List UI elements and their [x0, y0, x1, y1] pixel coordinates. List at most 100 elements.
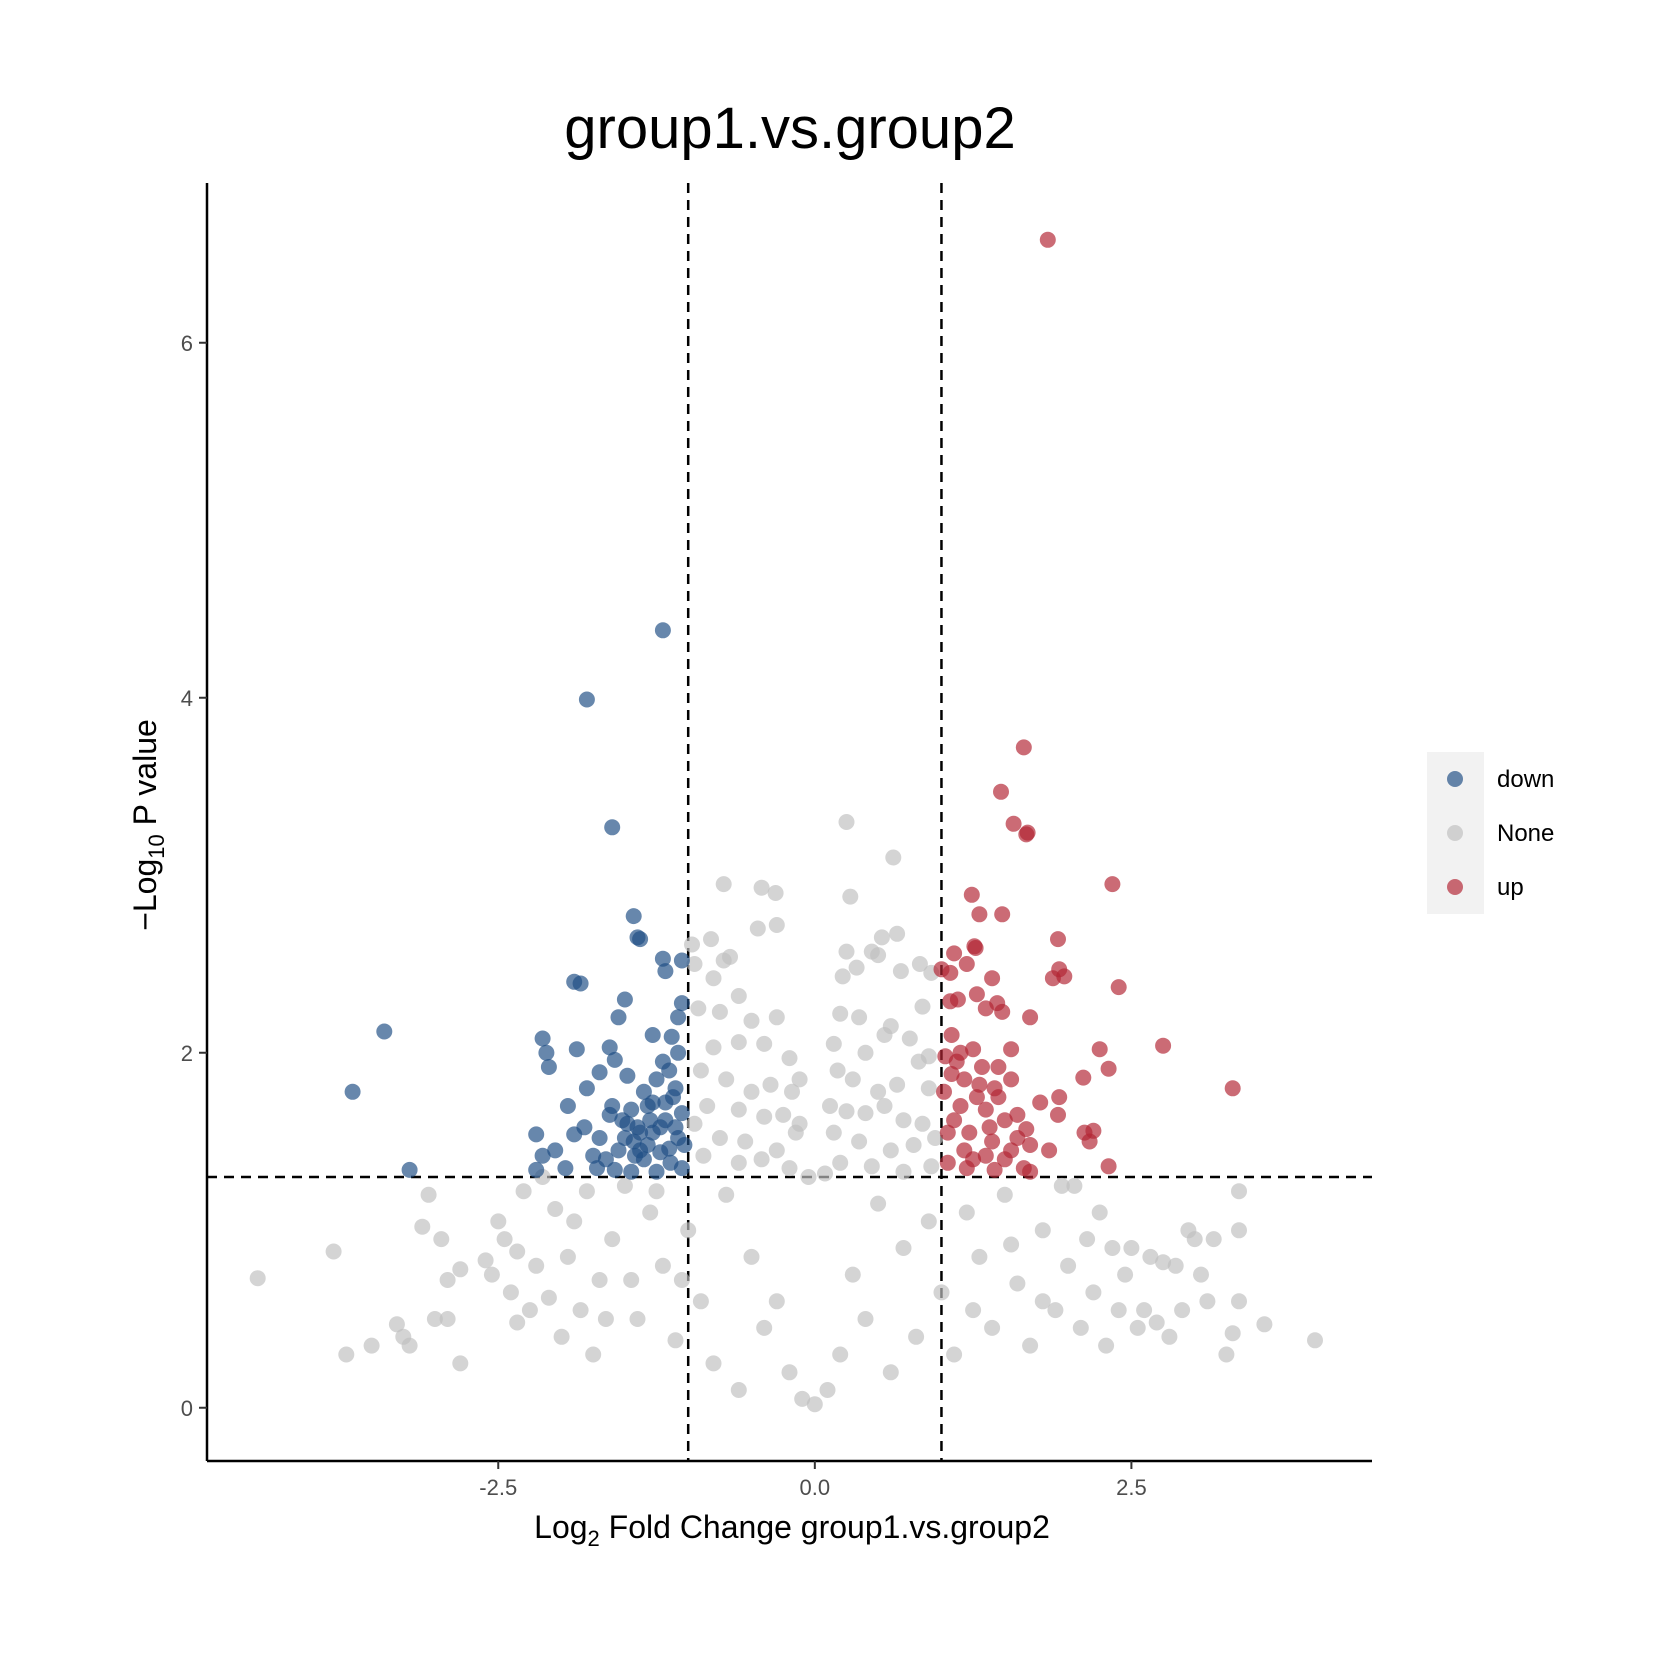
point-none	[905, 1137, 922, 1153]
point-down	[648, 1071, 665, 1088]
point-up	[977, 1000, 994, 1017]
point-none	[1034, 1293, 1051, 1310]
point-up	[994, 1003, 1011, 1020]
point-none	[1022, 1337, 1039, 1354]
point-none	[1180, 1222, 1197, 1239]
point-none	[509, 1314, 526, 1331]
point-none	[1161, 1328, 1178, 1345]
point-none	[768, 1293, 785, 1310]
point-up	[1100, 1060, 1117, 1077]
point-none	[1148, 1314, 1165, 1331]
legend-label-up: up	[1497, 874, 1524, 901]
point-none	[848, 959, 865, 976]
point-none	[680, 1222, 697, 1239]
point-none	[695, 1147, 712, 1164]
point-none	[686, 1115, 703, 1132]
point-down	[534, 1147, 551, 1164]
point-none	[578, 1183, 595, 1200]
point-none	[1142, 1248, 1159, 1265]
point-none	[901, 1030, 918, 1047]
point-none	[1174, 1302, 1191, 1319]
point-down	[591, 1064, 608, 1081]
point-down	[557, 1160, 574, 1177]
point-up	[1224, 1080, 1241, 1097]
point-none	[822, 1098, 838, 1114]
point-none	[825, 1035, 842, 1052]
point-none	[1123, 1240, 1140, 1256]
point-up	[1022, 1009, 1039, 1026]
point-none	[1060, 1257, 1077, 1274]
point-down	[673, 995, 690, 1012]
point-up	[1081, 1133, 1098, 1150]
legend-swatch-none	[1447, 825, 1463, 841]
point-none	[433, 1231, 450, 1248]
point-up	[1075, 1069, 1092, 1086]
point-none	[971, 1248, 988, 1265]
point-down	[376, 1023, 393, 1040]
point-none	[1072, 1319, 1089, 1336]
point-none	[965, 1302, 982, 1319]
point-up	[946, 945, 963, 962]
point-none	[715, 876, 732, 893]
point-up	[977, 1147, 994, 1164]
point-none	[585, 1346, 602, 1363]
point-none	[996, 1186, 1013, 1203]
point-none	[1231, 1222, 1247, 1239]
point-down	[670, 1009, 687, 1026]
point-up	[936, 1083, 952, 1100]
point-none	[870, 1083, 887, 1100]
y-tick-label: 6	[181, 331, 193, 356]
point-none	[477, 1252, 494, 1269]
point-none	[889, 925, 906, 942]
point-down	[534, 1030, 551, 1047]
point-up	[1003, 1041, 1020, 1058]
point-down	[654, 950, 671, 967]
point-none	[591, 1272, 608, 1288]
y-axis-label: −Log10 P value	[127, 719, 169, 931]
point-none	[452, 1261, 469, 1278]
point-up	[943, 1027, 960, 1043]
point-none	[737, 1133, 754, 1150]
point-down	[528, 1126, 545, 1143]
point-down	[591, 1130, 608, 1146]
point-none	[889, 1076, 906, 1093]
point-none	[515, 1183, 532, 1200]
point-up	[961, 1124, 978, 1141]
point-none	[1104, 1240, 1121, 1256]
point-up	[971, 906, 988, 923]
point-up	[939, 1154, 956, 1171]
point-up	[1005, 815, 1022, 832]
point-none	[1136, 1302, 1153, 1319]
point-none	[753, 879, 770, 896]
point-none	[781, 1050, 798, 1067]
point-none	[401, 1337, 418, 1354]
point-up	[993, 783, 1009, 800]
point-down	[559, 1098, 576, 1114]
point-none	[892, 963, 909, 980]
point-down	[648, 1163, 665, 1180]
point-up	[939, 1124, 956, 1141]
point-up	[942, 964, 959, 981]
point-down	[616, 991, 633, 1008]
point-none	[1110, 1302, 1127, 1319]
point-none	[1009, 1275, 1026, 1292]
point-up	[981, 1119, 998, 1136]
point-none	[851, 1009, 868, 1026]
point-down	[663, 1028, 680, 1045]
point-down	[614, 1112, 631, 1129]
y-tick-label: 2	[181, 1041, 193, 1066]
point-none	[838, 1103, 855, 1120]
chart-title: group1.vs.group2	[564, 96, 1015, 161]
point-none	[775, 1106, 792, 1123]
point-none	[933, 1284, 950, 1301]
point-down	[585, 1147, 602, 1164]
point-none	[784, 1083, 800, 1100]
point-none	[768, 1009, 785, 1026]
point-none	[629, 1311, 646, 1327]
y-tick-label: 4	[181, 686, 193, 711]
point-down	[401, 1161, 418, 1178]
point-up	[1050, 931, 1066, 948]
point-none	[642, 1204, 659, 1221]
point-none	[857, 1311, 874, 1327]
point-down	[576, 1119, 593, 1136]
